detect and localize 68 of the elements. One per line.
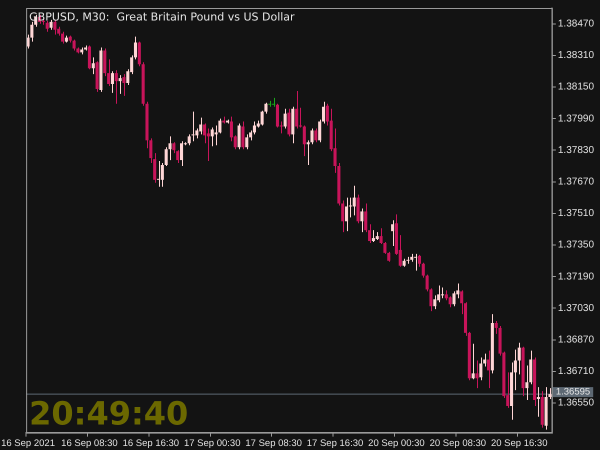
y-tick-label: 1.37350 bbox=[558, 240, 594, 251]
candlestick bbox=[440, 286, 444, 299]
x-tick-label: 20 Sep 16:30 bbox=[490, 438, 548, 449]
candlestick bbox=[372, 230, 375, 243]
candlestick bbox=[472, 343, 475, 380]
x-tick-label: 20 Sep 08:30 bbox=[430, 438, 486, 449]
ref-line-label: 1.36595 bbox=[556, 386, 590, 398]
y-tick-label: 1.36710 bbox=[558, 366, 594, 378]
candlestick bbox=[352, 185, 356, 216]
candlestick bbox=[46, 20, 49, 32]
candlestick bbox=[238, 123, 241, 150]
candlestick bbox=[206, 128, 210, 162]
x-tick-label: 17 Sep 08:30 bbox=[245, 438, 302, 449]
y-tick-label: 1.37830 bbox=[558, 144, 594, 156]
candlestick bbox=[295, 90, 298, 129]
candlestick bbox=[298, 107, 302, 128]
candlestick bbox=[418, 254, 421, 268]
candlestick bbox=[203, 123, 206, 144]
x-tick-label: 20 Sep 00:30 bbox=[368, 438, 425, 449]
candlestick bbox=[114, 70, 118, 104]
candlestick bbox=[360, 208, 364, 233]
candlestick bbox=[245, 134, 248, 150]
candlestick bbox=[452, 290, 456, 307]
annotation: 20:49:40 bbox=[29, 394, 188, 433]
candlestick bbox=[391, 220, 394, 246]
x-tick-label: 17 Sep 00:30 bbox=[184, 438, 240, 449]
candlestick bbox=[487, 350, 490, 389]
candlestick bbox=[122, 74, 126, 96]
candlestick bbox=[356, 194, 360, 224]
y-tick-label: 1.36870 bbox=[558, 334, 594, 346]
x-tick-label: 17 Sep 16:30 bbox=[306, 438, 364, 449]
y-tick-label: 1.38470 bbox=[558, 18, 594, 30]
y-tick-label: 1.37510 bbox=[558, 208, 594, 220]
candlestick bbox=[188, 134, 191, 146]
candlestick bbox=[72, 39, 76, 51]
candlestick bbox=[475, 360, 479, 389]
candlestick bbox=[414, 253, 418, 272]
candlestick bbox=[433, 294, 436, 310]
candlestick bbox=[92, 56, 95, 75]
candlestick bbox=[118, 74, 122, 94]
candlestick bbox=[199, 117, 202, 135]
candlestick bbox=[536, 386, 540, 418]
candlestick bbox=[210, 126, 214, 147]
candlestick bbox=[110, 70, 114, 94]
y-tick-label: 1.37030 bbox=[558, 302, 594, 314]
candlestick bbox=[88, 45, 91, 70]
candlestick bbox=[287, 108, 291, 137]
candlestick bbox=[479, 357, 482, 381]
candlestick bbox=[192, 111, 195, 142]
candlestick bbox=[314, 128, 318, 143]
y-tick-label: 1.38310 bbox=[558, 50, 594, 62]
candlestick bbox=[276, 103, 280, 128]
candlestick bbox=[241, 121, 244, 150]
x-tick-label: 16 Sep 16:30 bbox=[122, 438, 180, 449]
candlestick bbox=[61, 31, 64, 44]
candlestick bbox=[284, 108, 287, 129]
x-tick-label: 16 Sep 08:30 bbox=[61, 438, 118, 449]
y-tick-label: 1.37190 bbox=[558, 271, 594, 282]
x-tick-label: 16 Sep 2021 bbox=[1, 438, 55, 449]
y-tick-label: 1.36550 bbox=[558, 398, 594, 409]
candlestick bbox=[444, 290, 448, 301]
y-tick-label: 1.37670 bbox=[558, 176, 594, 188]
candlestick bbox=[345, 197, 348, 232]
y-tick-label: 1.38150 bbox=[558, 82, 594, 93]
y-tick-label: 1.37990 bbox=[558, 113, 594, 124]
candlestick bbox=[156, 160, 160, 188]
candlestick bbox=[180, 140, 184, 166]
candlestick bbox=[302, 125, 306, 157]
